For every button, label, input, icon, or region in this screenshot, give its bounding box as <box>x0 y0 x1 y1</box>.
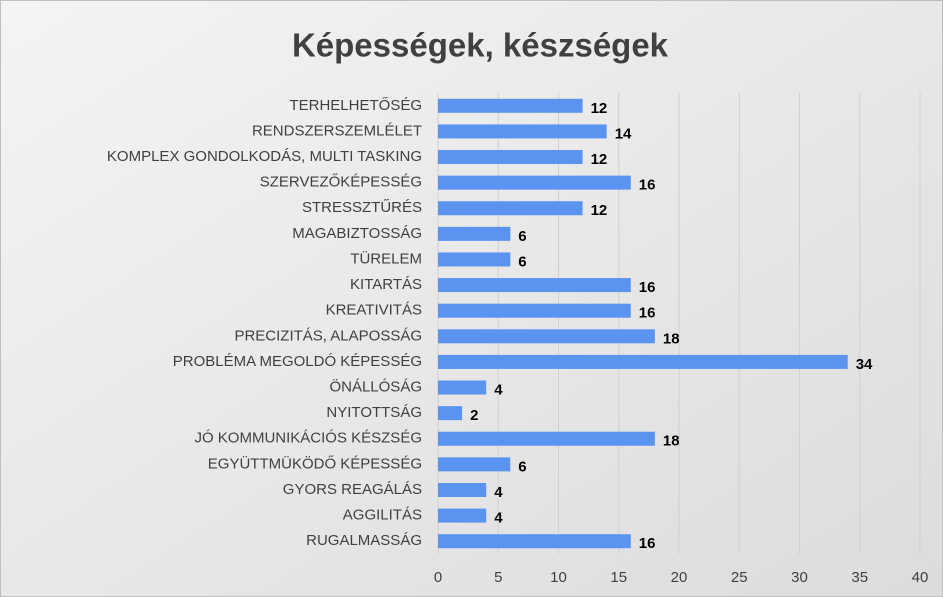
value-label: 4 <box>494 484 503 501</box>
y-tick-label: RUGALMASSÁG <box>306 532 422 549</box>
x-tick-label: 15 <box>610 569 627 586</box>
value-label: 12 <box>591 151 608 168</box>
x-tick-label: 5 <box>494 569 502 586</box>
x-tick-label: 40 <box>912 569 929 586</box>
bar <box>438 303 631 318</box>
bar <box>438 150 583 165</box>
bar <box>438 354 848 369</box>
value-label: 6 <box>518 458 526 475</box>
bar <box>438 406 463 421</box>
value-label: 16 <box>639 535 656 552</box>
bar <box>438 380 487 395</box>
x-tick-label: 20 <box>671 569 688 586</box>
y-tick-label: KREATIVITÁS <box>326 302 422 319</box>
y-tick-label: GYORS REAGÁLÁS <box>283 481 422 498</box>
bar <box>438 98 583 113</box>
y-tick-label: KOMPLEX GONDOLKODÁS, MULTI TASKING <box>107 148 422 165</box>
value-label: 16 <box>639 177 656 194</box>
chart-title: Képességek, készségek <box>292 27 669 64</box>
y-tick-label: MAGABIZTOSSÁG <box>292 225 422 242</box>
y-tick-label: STRESSZTŰRÉS <box>302 199 422 216</box>
bar <box>438 431 655 446</box>
bar <box>438 534 631 549</box>
y-tick-label: TERHELHETŐSÉG <box>289 97 422 114</box>
y-tick-label: SZERVEZŐKÉPESSÉG <box>260 174 422 191</box>
x-tick-label: 35 <box>851 569 868 586</box>
y-tick-label: AGGILITÁS <box>343 507 422 524</box>
x-tick-label: 25 <box>731 569 748 586</box>
bar <box>438 201 583 216</box>
bar <box>438 508 487 523</box>
y-tick-label: ÖNÁLLÓSÁG <box>329 377 422 395</box>
value-label: 14 <box>615 125 632 142</box>
bar <box>438 329 655 344</box>
value-label: 12 <box>591 100 608 117</box>
bar <box>438 175 631 190</box>
y-tick-label: PRECIZITÁS, ALAPOSSÁG <box>234 327 422 344</box>
value-label: 18 <box>663 433 680 450</box>
y-tick-label: PROBLÉMA MEGOLDÓ KÉPESSÉG <box>173 353 422 370</box>
value-label: 6 <box>518 228 526 245</box>
value-label: 4 <box>494 510 503 527</box>
value-label: 12 <box>591 202 608 219</box>
bar <box>438 226 511 241</box>
value-label: 16 <box>639 305 656 322</box>
y-tick-label: KITARTÁS <box>350 276 422 293</box>
bar <box>438 124 607 139</box>
value-label: 34 <box>856 356 873 373</box>
value-label: 16 <box>639 279 656 296</box>
bar <box>438 278 631 293</box>
bar <box>438 252 511 267</box>
y-tick-label: TÜRELEM <box>350 249 422 267</box>
x-tick-label: 30 <box>791 569 808 586</box>
y-tick-label: JÓ KOMMUNIKÁCIÓS KÉSZSÉG <box>194 430 422 447</box>
y-tick-label: NYITOTTSÁG <box>326 404 422 421</box>
value-label: 4 <box>494 381 503 398</box>
y-tick-label: EGYÜTTMÜKÖDŐ KÉPESSÉG <box>208 454 422 472</box>
bar <box>438 482 487 497</box>
value-label: 6 <box>518 253 526 270</box>
value-label: 18 <box>663 330 680 347</box>
value-label: 2 <box>470 407 478 424</box>
bar <box>438 457 511 472</box>
y-tick-label: RENDSZERSZEMLÉLET <box>252 122 422 139</box>
x-tick-label: 0 <box>434 569 442 586</box>
x-tick-label: 10 <box>550 569 567 586</box>
